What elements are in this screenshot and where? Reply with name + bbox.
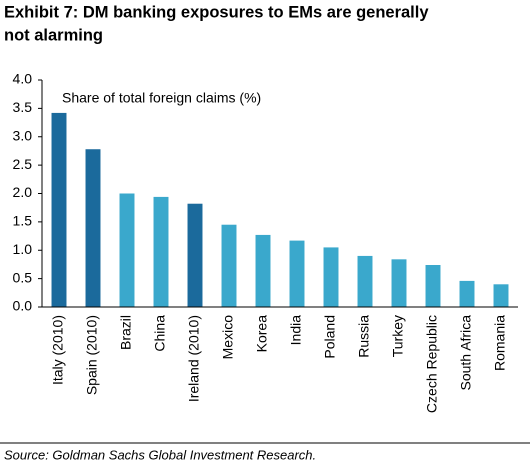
y-tick-label: 4.0 xyxy=(13,71,33,87)
annotation: Share of total foreign claims (%) xyxy=(62,90,261,106)
bar xyxy=(323,247,339,307)
x-tick-label: Korea xyxy=(254,315,270,353)
x-tick-label: Brazil xyxy=(118,315,134,350)
bar xyxy=(289,240,305,307)
x-tick-label: Czech Republic xyxy=(424,315,440,413)
x-tick-label: Romania xyxy=(492,315,508,371)
chart-title: Exhibit 7: DM banking exposures to EMs a… xyxy=(4,3,429,21)
y-tick-label: 2.0 xyxy=(13,184,33,200)
bar xyxy=(391,259,407,307)
bar xyxy=(357,255,373,307)
chart-title: not alarming xyxy=(4,26,103,44)
bar xyxy=(187,203,203,307)
y-tick-label: 1.5 xyxy=(13,213,33,229)
bar xyxy=(425,265,441,307)
y-tick-label: 2.5 xyxy=(13,156,33,172)
bar xyxy=(51,112,67,307)
y-tick-label: 3.5 xyxy=(13,99,33,115)
bar xyxy=(493,284,509,307)
y-tick-label: 3.0 xyxy=(13,127,33,143)
x-tick-label: Mexico xyxy=(220,315,236,360)
bar xyxy=(119,193,135,307)
x-tick-label: Russia xyxy=(356,315,372,358)
bar xyxy=(221,224,237,307)
bar xyxy=(459,280,475,307)
bar xyxy=(153,196,169,307)
x-tick-label: Spain (2010) xyxy=(84,315,100,395)
x-tick-label: South Africa xyxy=(458,315,474,391)
y-tick-label: 1.0 xyxy=(13,241,33,257)
y-tick-label: 0.0 xyxy=(13,298,33,314)
x-tick-label: Ireland (2010) xyxy=(186,315,202,402)
x-tick-label: Turkey xyxy=(390,315,406,357)
bar xyxy=(255,234,271,307)
y-tick-label: 0.5 xyxy=(13,269,33,285)
x-tick-label: Poland xyxy=(322,315,338,359)
source: Source: Goldman Sachs Global Investment … xyxy=(4,447,316,462)
x-tick-label: China xyxy=(152,315,168,352)
x-tick-label: India xyxy=(288,315,304,346)
x-tick-label: Italy (2010) xyxy=(50,315,66,385)
bar xyxy=(85,149,101,307)
